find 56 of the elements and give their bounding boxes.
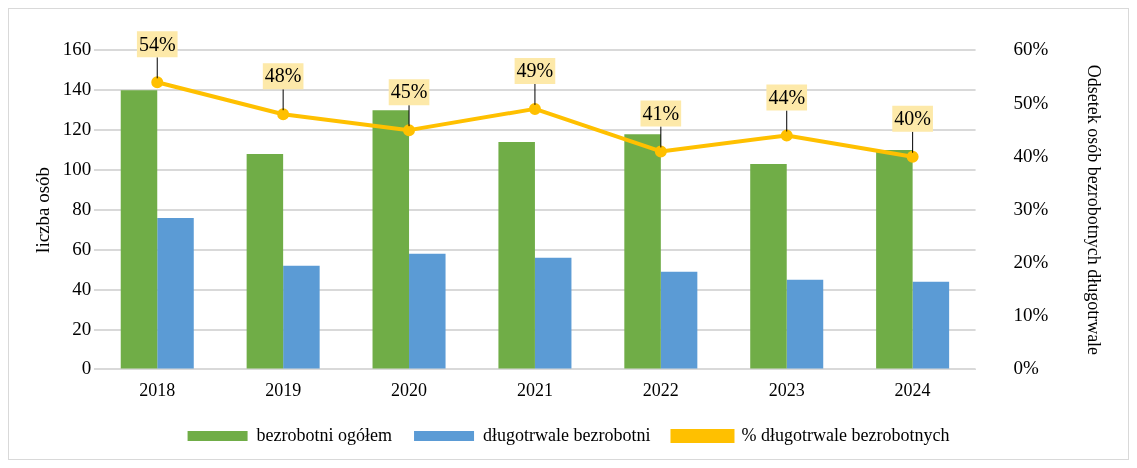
point <box>906 150 919 163</box>
data-label: 54% <box>138 32 176 55</box>
legend-label: długotrwale bezrobotni <box>483 424 651 445</box>
bar <box>120 90 158 369</box>
bar <box>498 142 535 369</box>
bar <box>372 110 410 369</box>
data-label: 45% <box>390 80 428 103</box>
data-label: 48% <box>264 64 302 87</box>
y2-tick-label: 20% <box>1013 251 1049 273</box>
y-tick-label: 20 <box>72 317 92 339</box>
y-tick-label: 140 <box>62 78 92 100</box>
y-tick-label: 160 <box>62 38 92 60</box>
point <box>151 76 164 89</box>
x-tick-label: 2021 <box>516 379 553 400</box>
bar <box>786 279 824 369</box>
point <box>654 145 667 158</box>
y-axis-title: liczba osób <box>32 166 54 253</box>
bar <box>624 134 661 369</box>
x-tick-label: 2019 <box>265 379 302 400</box>
point <box>277 108 290 121</box>
data-label: 44% <box>768 85 806 108</box>
x-tick-label: 2023 <box>768 379 805 400</box>
data-label: 41% <box>642 101 680 124</box>
bar <box>409 253 446 369</box>
y-tick-label: 60 <box>72 237 92 259</box>
y-tick-label: 120 <box>62 118 92 140</box>
y2-tick-label: 10% <box>1013 304 1049 326</box>
bar <box>534 257 572 369</box>
y2-tick-label: 50% <box>1013 91 1049 113</box>
point <box>403 124 416 137</box>
legend-label: bezrobotni ogółem <box>256 424 393 445</box>
point <box>528 102 541 115</box>
y2-axis-title: Odsetek osób bezrobotnych długotrwale <box>1084 64 1105 356</box>
x-tick-label: 2020 <box>391 379 428 400</box>
bar <box>246 154 284 369</box>
bar <box>876 150 913 369</box>
bar <box>912 281 950 369</box>
point <box>780 129 793 142</box>
bar <box>157 217 194 369</box>
y2-tick-label: 30% <box>1013 197 1049 219</box>
legend-label: % długotrwale bezrobotnych <box>741 424 950 445</box>
bar <box>283 265 320 369</box>
data-label: 49% <box>516 59 554 82</box>
x-tick-label: 2022 <box>642 379 679 400</box>
bar <box>750 164 787 369</box>
y-tick-label: 40 <box>72 277 92 299</box>
y2-tick-label: 0% <box>1013 357 1040 379</box>
x-tick-label: 2018 <box>139 379 176 400</box>
y-tick-label: 100 <box>62 158 92 180</box>
y2-tick-label: 40% <box>1013 144 1049 166</box>
y2-tick-label: 60% <box>1013 38 1049 60</box>
x-tick-label: 2024 <box>894 379 931 400</box>
data-label: 40% <box>894 106 931 129</box>
bar <box>660 271 698 369</box>
y-tick-label: 0 <box>81 357 92 379</box>
y-tick-label: 80 <box>72 197 92 219</box>
